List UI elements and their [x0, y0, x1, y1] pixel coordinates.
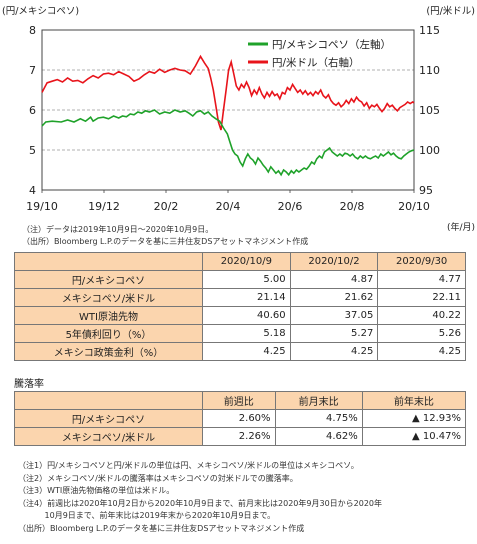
y-right-tick-label: 115: [419, 24, 440, 37]
x-tick-label: 19/12: [88, 200, 120, 213]
change-rate-title: 騰落率: [14, 379, 44, 390]
series-line-mxn-jpy: [41, 109, 415, 177]
row-label: メキシコ政策金利（%）: [14, 342, 203, 361]
left-axis-label: (円/メキシコペソ): [2, 6, 79, 17]
footnotes: （注1）円/メキシコペソと円/米ドルの単位は円、メキシコペソ/米ドルの単位はメキ…: [18, 460, 382, 535]
cell-value: 5.26: [377, 324, 466, 343]
cell-value: 5.27: [289, 324, 379, 343]
footnote-line: （出所）Bloomberg L.P.のデータを基に三井住友DSアセットマネジメン…: [18, 523, 305, 533]
change-rate-table: 前週比 前月末比 前年末比 円/メキシコペソ 2.60% 4.75% ▲ 12.…: [14, 391, 467, 446]
x-tick-label: 20/10: [398, 200, 430, 213]
footnote-line: （注4）前週比は2020年10月2日から2020年10月9日まで、前月末比は20…: [18, 498, 383, 508]
y-left-tick-label: 6: [29, 104, 36, 117]
y-left-tick-label: 4: [29, 184, 36, 197]
cell-value: 2.60%: [202, 409, 276, 428]
cell-value: 40.22: [377, 306, 466, 325]
table-header-cell: 2020/9/30: [377, 252, 466, 271]
cell-value: 2.26%: [202, 427, 276, 446]
cell-value: ▲ 12.93%: [361, 409, 467, 428]
row-label: WTI原油先物: [14, 306, 203, 325]
series-line-usd-jpy: [41, 54, 415, 131]
y-right-tick-label: 100: [419, 144, 440, 157]
x-tick-label: 20/6: [278, 200, 303, 213]
chart-note: （注）データは2019年10月9日～2020年10月9日。: [22, 224, 213, 234]
x-tick-label: 20/4: [216, 200, 241, 213]
table-header-cell: 2020/10/9: [202, 252, 291, 271]
cell-value: 5.18: [202, 324, 291, 343]
table-row: 円/メキシコペソ 2.60% 4.75% ▲ 12.93%: [14, 409, 467, 428]
row-label: メキシコペソ/米ドル: [14, 427, 203, 446]
cell-value: 4.75%: [274, 409, 363, 428]
table-row: WTI原油先物 40.60 37.05 40.22: [14, 306, 466, 325]
table-row: メキシコ政策金利（%） 4.25 4.25 4.25: [14, 342, 466, 361]
table-header-cell: [14, 391, 203, 410]
table-header-cell: 前週比: [202, 391, 276, 410]
legend-label-usd: 円/米ドル（右軸）: [272, 56, 360, 69]
footnote-line: 10月9日まで、前年末比は2019年末から2020年10月9日まで。: [18, 511, 276, 520]
cell-value: 4.77: [377, 270, 466, 289]
cell-value: 21.62: [289, 288, 379, 307]
cell-value: ▲ 10.47%: [361, 427, 467, 446]
row-label: 円/メキシコペソ: [14, 409, 203, 428]
cell-value: 4.62%: [274, 427, 363, 446]
fx-line-chart: 4 5 6 7 8 95 100 105 110 115 19/10 19/12 20/2 20/4 20/…: [2, 5, 475, 246]
cell-value: 21.14: [202, 288, 291, 307]
table-row: メキシコペソ/米ドル 21.14 21.62 22.11: [14, 288, 466, 307]
x-unit-label: (年/月): [447, 221, 475, 233]
table-row: 円/メキシコペソ 5.00 4.87 4.77: [14, 270, 466, 289]
table-header-cell: 前月末比: [274, 391, 363, 410]
axis-ticks: 4 5 6 7 8 95 100 105 110 115 19/10 19/12 20/2 20/4 20/…: [26, 24, 440, 213]
y-left-tick-label: 7: [29, 64, 36, 77]
right-axis-label: (円/米ドル): [426, 5, 475, 17]
row-label: 5年債利回り（%）: [14, 324, 203, 343]
legend-label-mxn: 円/メキシコペソ（左軸）: [272, 38, 391, 51]
y-left-tick-label: 8: [29, 24, 36, 37]
x-tick-label: 20/2: [154, 200, 179, 213]
table-row: メキシコペソ/米ドル 2.26% 4.62% ▲ 10.47%: [14, 427, 467, 446]
cell-value: 22.11: [377, 288, 466, 307]
footnote-line: （注2）メキシコペソ/米ドルの騰落率はメキシコペソの対米ドルでの騰落率。: [18, 473, 298, 483]
table-header-cell: [14, 252, 203, 271]
cell-value: 5.00: [202, 270, 291, 289]
y-left-tick-label: 5: [29, 144, 36, 157]
legend-box: [244, 33, 411, 69]
rates-table: 2020/10/9 2020/10/2 2020/9/30 円/メキシコペソ 5…: [14, 252, 466, 361]
y-right-tick-label: 105: [419, 104, 440, 117]
table-row: 5年債利回り（%） 5.18 5.27 5.26: [14, 324, 466, 343]
cell-value: 40.60: [202, 306, 291, 325]
row-label: 円/メキシコペソ: [14, 270, 203, 289]
table-header-row: 2020/10/9 2020/10/2 2020/9/30: [14, 252, 466, 271]
row-label: メキシコペソ/米ドル: [14, 288, 203, 307]
chart-source: （出所）Bloomberg L.P.のデータを基に三井住友DSアセットマネジメン…: [22, 236, 308, 246]
cell-value: 4.25: [202, 342, 291, 361]
y-right-tick-label: 95: [419, 184, 433, 197]
footnote-line: （注3）WTI原油先物価格の単位は米ドル。: [18, 486, 175, 495]
x-tick-label: 19/10: [26, 200, 58, 213]
cell-value: 4.25: [289, 342, 379, 361]
x-tick-label: 20/8: [340, 200, 365, 213]
table-header-cell: 2020/10/2: [289, 252, 379, 271]
footnote-line: （注1）円/メキシコペソと円/米ドルの単位は円、メキシコペソ/米ドルの単位はメキ…: [18, 461, 359, 470]
y-right-tick-label: 110: [419, 64, 440, 77]
table-header-cell: 前年末比: [361, 391, 467, 410]
cell-value: 4.25: [377, 342, 466, 361]
cell-value: 37.05: [289, 306, 379, 325]
table-header-row: 前週比 前月末比 前年末比: [14, 391, 467, 410]
cell-value: 4.87: [289, 270, 379, 289]
